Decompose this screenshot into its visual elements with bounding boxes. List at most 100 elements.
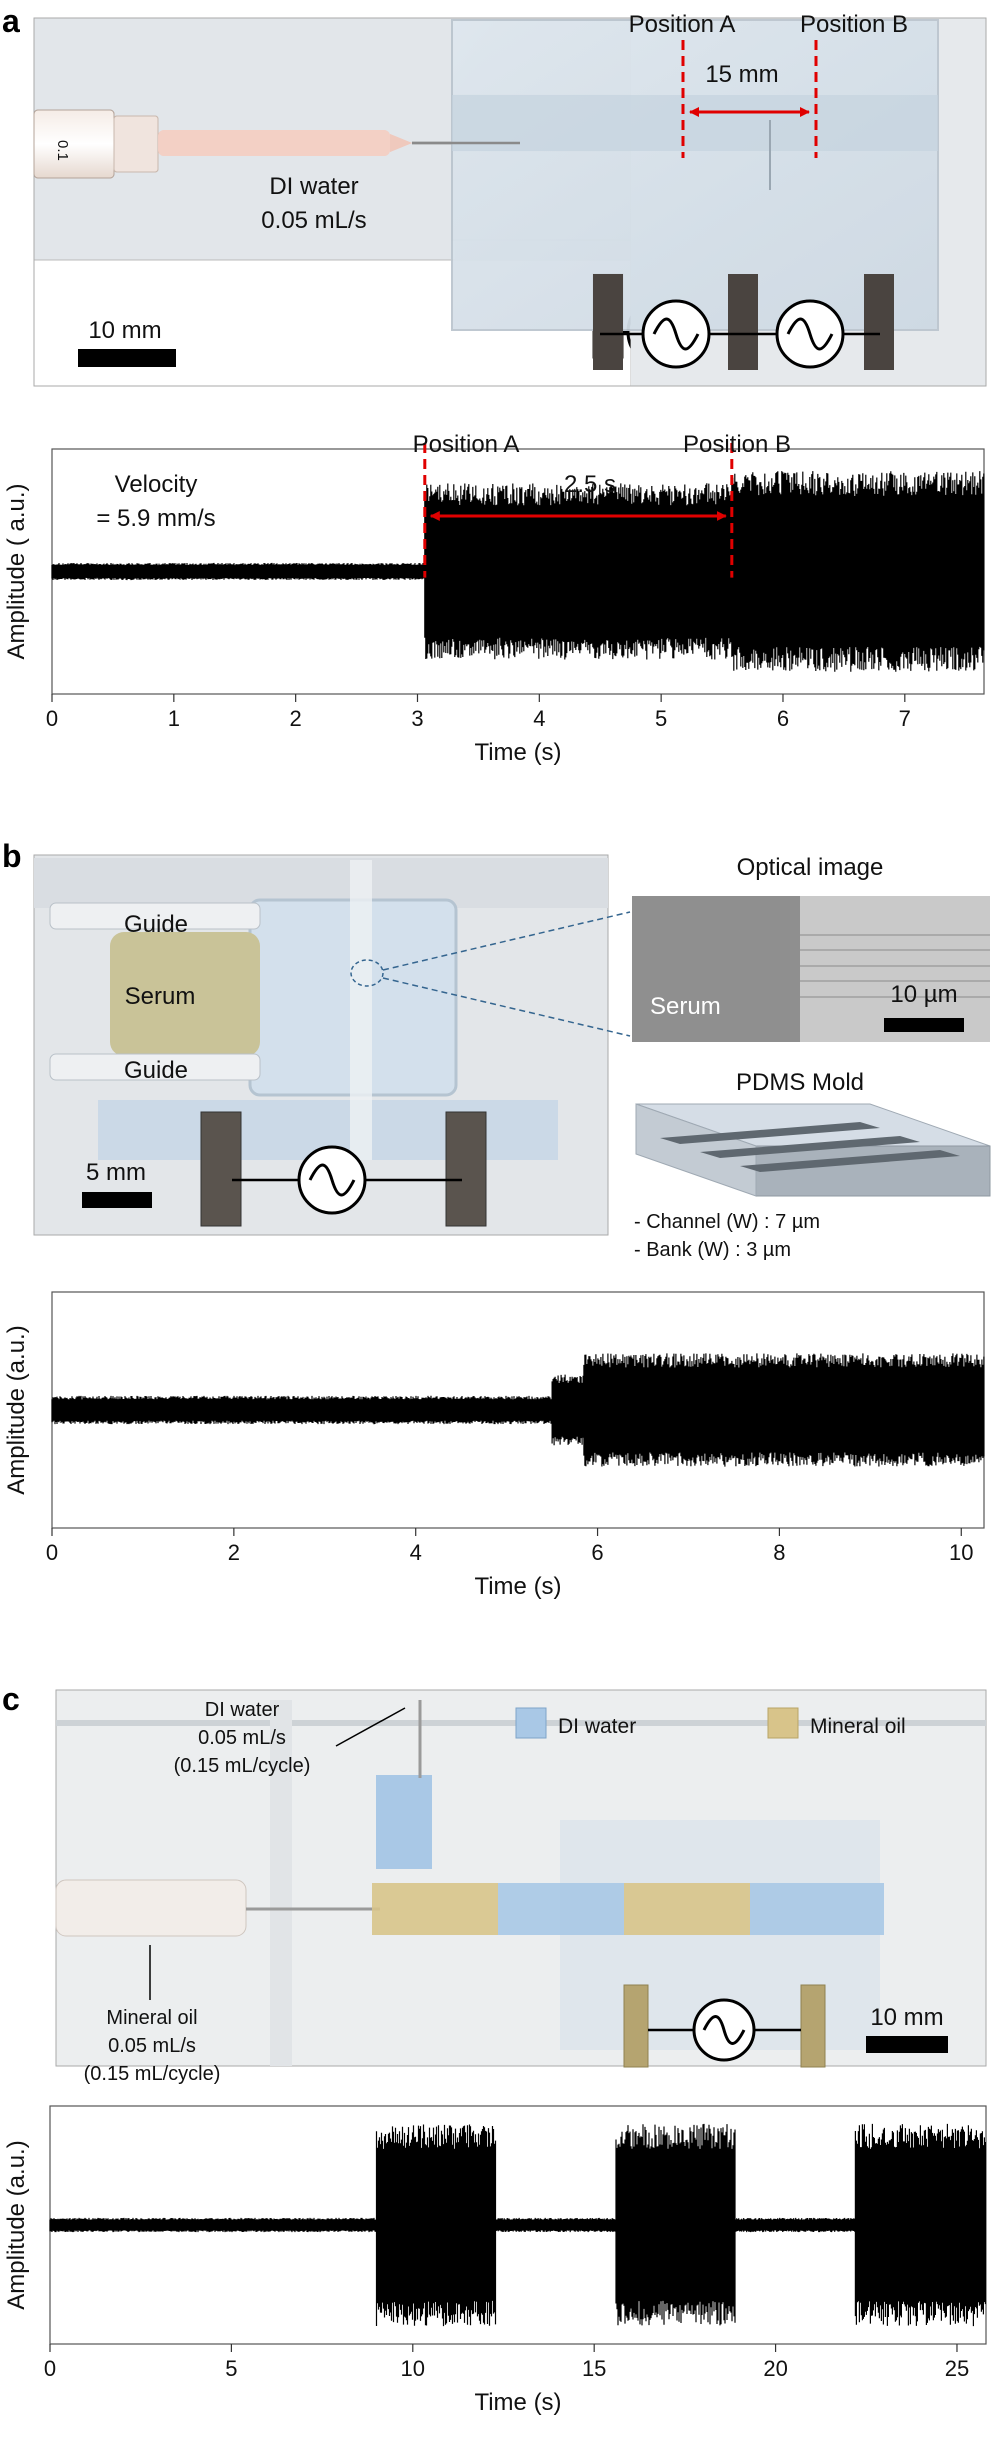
chart-a: 0 1 2 3 4 5 6 7 Time (s) Amplitude ( a.u.) (3, 443, 985, 766)
x-tick-label: 1 (168, 706, 180, 731)
optical-title: Optical image (737, 854, 884, 881)
electrodes (593, 274, 894, 370)
panel-b-label: b (2, 838, 22, 874)
x-tick-label: 4 (410, 1540, 422, 1565)
electrode-right (445, 1111, 487, 1227)
serum-droplet (110, 932, 260, 1056)
photo-a-frame (33, 17, 987, 387)
x-tick-label: 2 (290, 706, 302, 731)
optical-image (632, 896, 990, 1042)
scale-bar (78, 349, 176, 367)
segment-water-2 (750, 1883, 884, 1935)
x-tick-label: 10 (401, 2356, 425, 2381)
guide-top-label: Guide (124, 911, 188, 938)
scale-bar (82, 1192, 152, 1208)
x-tick-label: 6 (777, 706, 789, 731)
syringe-icon (33, 109, 520, 179)
serum-label: Serum (125, 983, 196, 1010)
guide-bottom-label: Guide (124, 1057, 188, 1084)
signal-trace (51, 471, 985, 672)
distance-label: 15 mm (705, 61, 778, 88)
x-tick-label: 6 (591, 1540, 603, 1565)
scale-bar (884, 1018, 964, 1032)
x-tick-label: 3 (411, 706, 423, 731)
x-tick-label: 8 (773, 1540, 785, 1565)
signal-trace (51, 1353, 985, 1467)
di-water-label: DI water (205, 1699, 280, 1721)
water-inlet-fill (376, 1775, 432, 1869)
x-tick-label: 0 (46, 706, 58, 731)
di-water-cycle: (0.15 mL/cycle) (174, 1755, 311, 1777)
x-tick-label: 0 (44, 2356, 56, 2381)
mold-spec-channel: - Channel (W) : 7 µm (634, 1211, 820, 1233)
x-axis-label: Time (s) (474, 1573, 561, 1600)
vertical-channel (270, 1700, 292, 2066)
guide-top-bar (49, 902, 261, 930)
x-tick-label: 20 (763, 2356, 787, 2381)
fluid-rate: 0.05 mL/s (261, 207, 366, 234)
y-axis-label: Amplitude (a.u.) (3, 1325, 30, 1494)
legend-water-swatch (515, 1707, 547, 1739)
x-tick-label: 7 (899, 706, 911, 731)
segment-oil-1 (372, 1883, 498, 1935)
legend-oil-label: Mineral oil (810, 1715, 906, 1738)
x-tick-label: 2 (228, 1540, 240, 1565)
zoom-circle (350, 959, 384, 987)
panel-a-label: a (2, 3, 20, 39)
chart-c: 0 5 10 15 20 25 Time (s) Amplitude (a.u.) (3, 2105, 987, 2416)
segment-water-1 (498, 1883, 624, 1935)
legend-oil-swatch (767, 1707, 799, 1739)
mold-spec-bank: - Bank (W) : 3 µm (634, 1239, 791, 1261)
panel-c-photo (55, 1689, 987, 2068)
chart-b: 0 2 4 6 8 10 Time (s) Amplitude (a.u.) (3, 1291, 985, 1600)
electrode-left (200, 1111, 242, 1227)
mineral-oil-cycle: (0.15 mL/cycle) (84, 2063, 221, 2085)
panel-c-label: c (2, 1681, 20, 1717)
x-tick-label: 5 (655, 706, 667, 731)
optical-scale-label: 10 µm (890, 981, 957, 1008)
x-tick-label: 4 (533, 706, 545, 731)
signal-trace (49, 2123, 986, 2327)
pdms-chip-full (451, 19, 939, 331)
plot-a-position-b-label: Position B (683, 431, 791, 458)
scale-bar (866, 2036, 948, 2053)
velocity-label: Velocity (115, 471, 198, 498)
segment-oil-2 (624, 1883, 750, 1935)
position-a-label: Position A (629, 11, 736, 38)
velocity-value: = 5.9 mm/s (96, 505, 215, 532)
electrode-right (800, 1984, 826, 2068)
mold-title: PDMS Mold (736, 1069, 864, 1096)
x-tick-label: 15 (582, 2356, 606, 2381)
y-axis-label: Amplitude (a.u.) (3, 2140, 30, 2309)
x-tick-label: 0 (46, 1540, 58, 1565)
x-tick-label: 5 (225, 2356, 237, 2381)
microchannel-full (452, 95, 938, 151)
x-tick-label: 10 (949, 1540, 973, 1565)
zoom-line-top (382, 911, 631, 971)
pdms-mold-diagram (635, 1103, 991, 1197)
scale-bar-label: 5 mm (86, 1159, 146, 1186)
optical-channel-area (800, 896, 990, 1042)
oil-syringe-icon (55, 1879, 247, 1937)
scale-bar-label: 10 mm (870, 2004, 943, 2031)
fluid-name: DI water (269, 173, 358, 200)
mineral-oil-label: Mineral oil (106, 2007, 197, 2029)
x-axis-label: Time (s) (474, 739, 561, 766)
mineral-oil-rate: 0.05 mL/s (108, 2035, 196, 2057)
plot-a-position-a-label: Position A (413, 431, 520, 458)
scale-bar-label: 10 mm (88, 317, 161, 344)
di-leader-line (335, 1707, 406, 1747)
gap-strip (350, 860, 372, 1160)
interval-label: 2.5 s (564, 471, 616, 498)
position-b-label: Position B (800, 11, 908, 38)
x-tick-label: 25 (945, 2356, 969, 2381)
di-water-rate: 0.05 mL/s (198, 1727, 286, 1749)
syringe-mark: 0.1 (54, 140, 71, 161)
x-axis-label: Time (s) (474, 2389, 561, 2416)
panel-b-photo (33, 854, 631, 1236)
legend-water-label: DI water (558, 1715, 636, 1738)
zoom-line-bottom (382, 977, 631, 1037)
guide-bottom-bar (49, 1053, 261, 1081)
y-axis-label: Amplitude ( a.u.) (3, 483, 30, 659)
